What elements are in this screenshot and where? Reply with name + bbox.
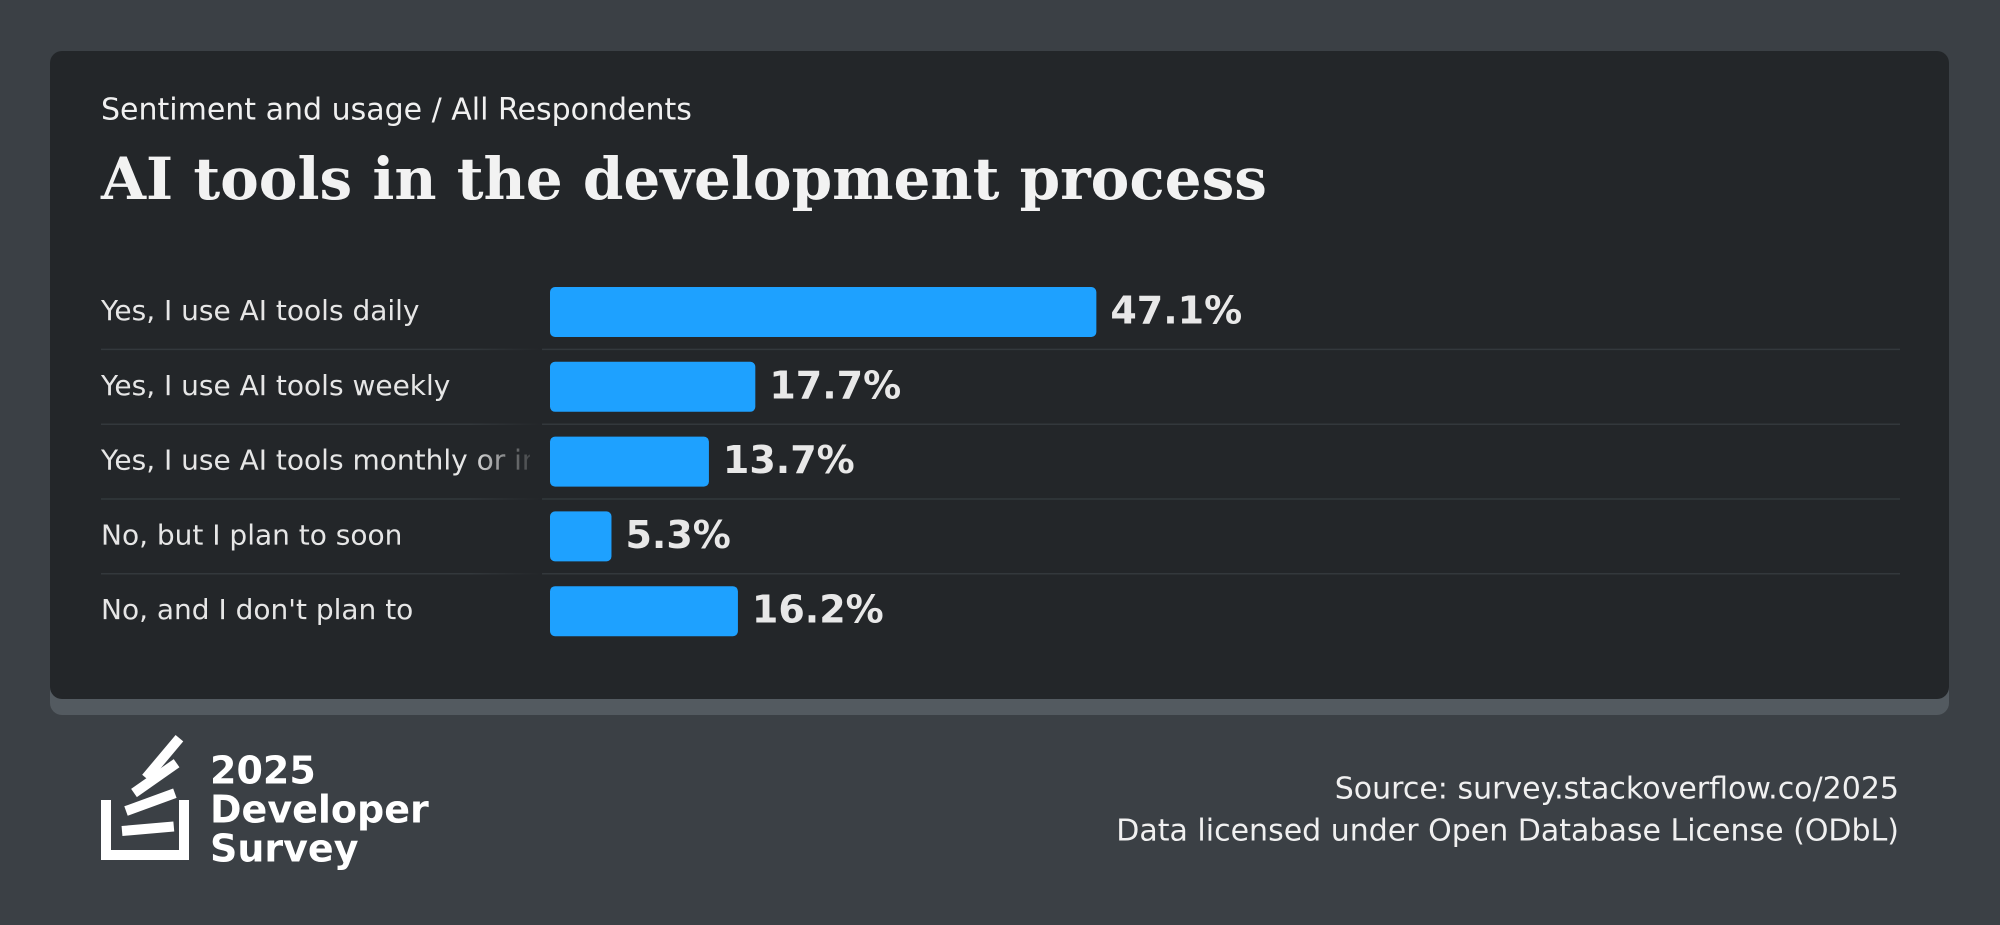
value-label: 5.3% <box>625 513 730 557</box>
logo-text: Developer <box>210 788 429 832</box>
value-label: 17.7% <box>769 363 901 407</box>
value-label: 16.2% <box>752 588 884 632</box>
category-label: Yes, I use AI tools weekly <box>100 369 450 402</box>
logo: 2025 Developer Survey <box>101 734 429 871</box>
bar-rows: Yes, I use AI tools daily Yes, I use AI t… <box>100 250 1900 670</box>
bar <box>550 361 756 412</box>
category-label: Yes, I use AI tools daily <box>100 294 420 327</box>
category-label: No, but I plan to soon <box>101 518 402 551</box>
logo-bar <box>131 759 180 798</box>
subtitle: Sentiment and usage / All Respondents <box>101 93 692 128</box>
category-labels: Yes, I use AI tools daily Yes, I use AI t… <box>100 294 683 626</box>
value-label: 13.7% <box>723 438 855 482</box>
value-label: 47.1% <box>1110 289 1242 333</box>
source: Source: survey.stackoverflow.co/2025 <box>1335 772 1899 807</box>
label-fade <box>470 250 542 670</box>
logo-bar <box>142 734 184 782</box>
logo-tray <box>101 800 189 860</box>
logo-bar <box>124 788 177 816</box>
logo-text: 2025 <box>210 749 316 793</box>
bar <box>550 436 709 487</box>
bar <box>550 586 738 637</box>
chart-title: AI tools in the development process <box>100 145 1267 213</box>
category-label: Yes, I use AI tools monthly or infrequen… <box>100 444 683 477</box>
category-label: No, and I don't plan to <box>101 593 413 626</box>
bar <box>550 287 1097 337</box>
logo-bar <box>121 821 175 836</box>
bar <box>550 511 612 562</box>
logo-text: Survey <box>210 827 359 871</box>
license: Data licensed under Open Database Licens… <box>1116 814 1899 849</box>
